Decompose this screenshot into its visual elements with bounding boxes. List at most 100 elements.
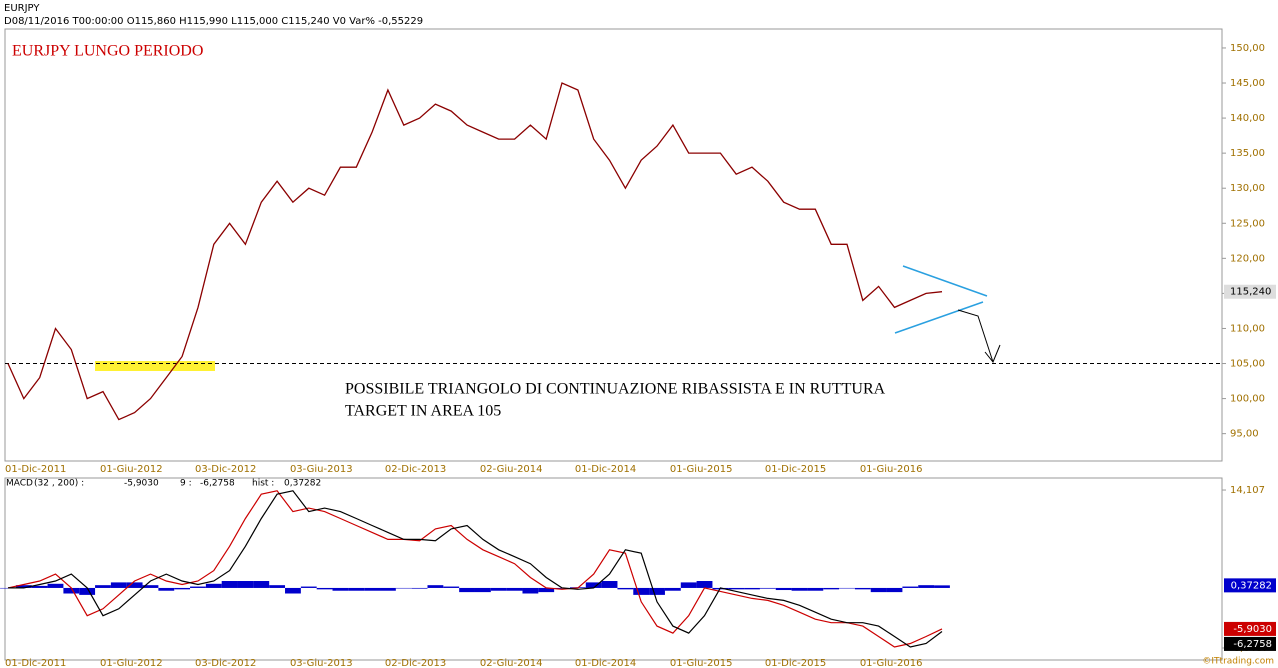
last-price-label: 115,240	[1230, 287, 1271, 298]
annotation: POSSIBILE TRIANGOLO DI CONTINUAZIONE RIB…	[345, 381, 886, 398]
hist-bar	[807, 587, 824, 591]
hist-bar	[649, 587, 665, 595]
legend-text: 0,37282	[284, 479, 321, 489]
hist-bar	[110, 582, 127, 588]
hist-bar	[474, 587, 491, 593]
hist-bar	[411, 587, 428, 589]
hist-bar	[63, 587, 80, 594]
hist-bar	[205, 583, 222, 588]
hist-bar	[221, 581, 238, 588]
chart-title: EURJPY LUNGO PERIODO	[12, 43, 203, 60]
legend-text: -6,2758	[200, 479, 235, 489]
x-tick-label: 01-Giu-2016	[860, 658, 923, 668]
x-tick-label: 03-Dic-2012	[195, 658, 256, 668]
x-tick-label: 02-Giu-2014	[480, 464, 543, 475]
y-tick-label: 95,00	[1230, 429, 1259, 440]
hist-bar	[190, 586, 206, 588]
legend-text: -5,9030	[124, 479, 159, 489]
hist-bar	[126, 582, 143, 588]
hist-bar	[253, 581, 270, 588]
hist-bar	[47, 583, 64, 588]
legend-text: MACD	[6, 479, 33, 489]
hist-bar	[79, 587, 96, 595]
last-price-box	[1224, 284, 1276, 299]
x-tick-label: 01-Dic-2014	[575, 464, 636, 475]
hist-bar	[237, 581, 254, 588]
symbol: EURJPY	[4, 3, 40, 14]
hist-bar	[759, 587, 776, 589]
triangle-line	[902, 265, 988, 297]
x-tick-label: 03-Giu-2013	[290, 464, 353, 475]
hist-bar	[633, 587, 650, 595]
hist-bar	[886, 587, 903, 593]
value-box-label: -6,2758	[1233, 639, 1272, 650]
x-tick-label: 01-Giu-2016	[860, 464, 923, 475]
x-tick-label: 01-Dic-2011	[5, 464, 66, 475]
hist-bar	[934, 585, 950, 588]
x-tick-label: 02-Giu-2014	[480, 658, 543, 668]
hist-bar	[427, 585, 444, 588]
y-tick-label: 145,00	[1230, 78, 1265, 89]
annotation: TARGET IN AREA 105	[345, 403, 501, 420]
hist-bar	[775, 587, 792, 591]
y-tick-label: 125,00	[1230, 218, 1265, 229]
y-tick-label: 130,00	[1230, 183, 1265, 194]
hist-bar	[316, 587, 333, 590]
value-box-label: 0,37282	[1231, 580, 1272, 591]
y-tick-label: 14,107	[1230, 485, 1265, 496]
x-tick-label: 03-Dic-2012	[195, 464, 256, 475]
info-line: D08/11/2016 T00:00:00 O115,860 H115,990 …	[4, 16, 423, 27]
value-box	[1224, 578, 1276, 593]
hist-bar	[300, 586, 317, 588]
support-zone	[95, 361, 215, 371]
hist-bar	[728, 587, 745, 590]
value-box	[1224, 621, 1276, 636]
hist-bar	[395, 587, 412, 589]
hist-bar	[348, 587, 365, 591]
hist-bar	[380, 587, 396, 591]
hist-bar	[15, 585, 32, 588]
x-tick-label: 01-Giu-2012	[100, 658, 163, 668]
hist-bar	[443, 586, 460, 588]
hist-bar	[918, 585, 935, 588]
x-tick-label: 01-Giu-2015	[670, 464, 733, 475]
hist-bar	[174, 587, 191, 590]
x-tick-label: 01-Dic-2015	[765, 464, 826, 475]
legend-text: (32 , 200) :	[34, 479, 84, 489]
hist-bar	[839, 587, 855, 589]
legend-text: hist :	[252, 479, 274, 489]
hist-bar	[696, 581, 713, 588]
hist-bar	[269, 585, 286, 588]
hist-bar	[332, 587, 349, 591]
y-tick-label: 150,00	[1230, 43, 1265, 54]
arrow-head	[984, 344, 1001, 363]
value-box-label: -5,9030	[1233, 624, 1272, 635]
hist-bar	[364, 587, 381, 591]
value-box	[1224, 636, 1276, 651]
hist-bar	[142, 585, 159, 588]
triangle-line	[894, 301, 984, 334]
hist-bar	[459, 587, 475, 593]
watermark: ©ITtrading.com	[1202, 657, 1274, 667]
macd-line	[8, 490, 943, 648]
hist-bar	[585, 582, 602, 588]
hist-bar	[95, 585, 111, 588]
macd-panel	[4, 477, 1223, 661]
x-tick-label: 01-Giu-2015	[670, 658, 733, 668]
x-tick-label: 02-Dic-2013	[385, 658, 446, 668]
x-tick-label: 03-Giu-2013	[290, 658, 353, 668]
hist-bar	[158, 587, 175, 591]
hist-bar	[31, 585, 48, 588]
legend-text: 9 :	[180, 479, 192, 489]
hist-bar	[854, 587, 871, 590]
hist-bar	[506, 587, 523, 591]
x-tick-label: 01-Dic-2011	[5, 658, 66, 668]
hist-bar	[490, 587, 507, 591]
arrow	[957, 309, 994, 363]
hist-bar	[538, 587, 555, 593]
macd-line	[7, 490, 943, 648]
hist-bar	[664, 587, 681, 591]
hist-bar	[522, 587, 539, 594]
y-tick-label: 100,00	[1230, 394, 1265, 405]
